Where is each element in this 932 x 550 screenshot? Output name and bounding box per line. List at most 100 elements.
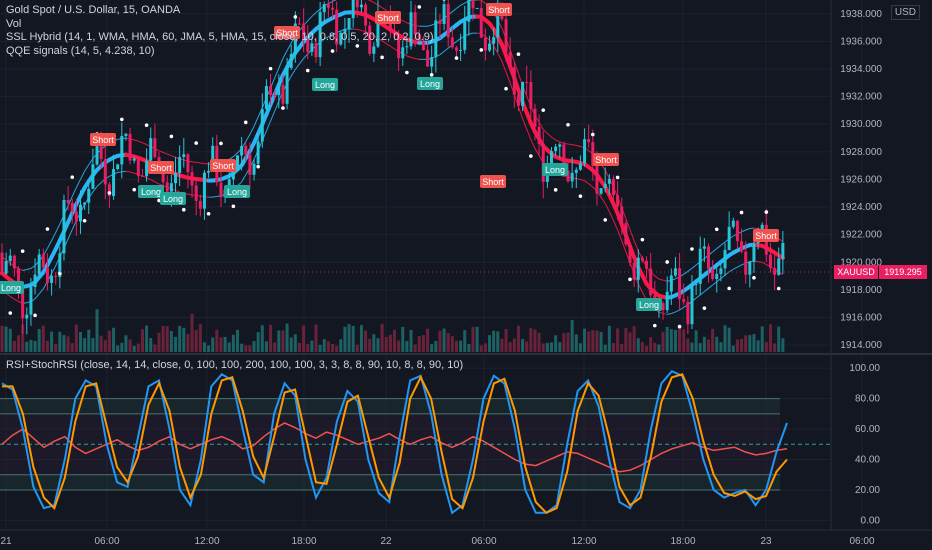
candle-body: [566, 170, 570, 182]
time-tick-label: 06:00: [471, 536, 496, 547]
volume-bar: [756, 340, 760, 352]
qqe-dot: [566, 122, 570, 127]
volume-bar: [678, 324, 682, 352]
signal-long: Long: [138, 185, 164, 198]
volume-bar: [103, 340, 107, 352]
signal-bg: [753, 229, 779, 242]
volume-bar: [41, 325, 45, 352]
volume-bar: [537, 332, 541, 352]
ssl-band-edge: [142, 142, 147, 145]
volume-bar: [215, 329, 219, 352]
volume-bar: [525, 341, 529, 352]
ssl-band-edge: [51, 265, 57, 275]
volume-bar: [37, 328, 41, 352]
candle-body: [554, 146, 558, 152]
ssl-band-edge: [55, 223, 61, 233]
volume-bar: [70, 343, 74, 352]
candle-body: [496, 2, 500, 38]
volume-bar: [760, 326, 764, 352]
volume-bar: [359, 325, 363, 352]
volume-bar: [566, 332, 570, 352]
volume-bar: [12, 340, 16, 352]
candle-body: [240, 146, 244, 156]
candle-body: [397, 34, 401, 59]
ssl-band-edge: [439, 51, 445, 56]
volume-bar: [492, 330, 496, 352]
candle-body: [475, 8, 479, 10]
signal-bg: [274, 26, 300, 39]
candle-body: [434, 20, 438, 58]
ssl-band-edge: [253, 116, 259, 127]
qqe-dot: [58, 271, 62, 276]
signal-bg: [480, 175, 506, 188]
ssl-band-edge: [125, 170, 131, 173]
ssl-band-edge: [517, 106, 524, 119]
ssl-legend[interactable]: SSL Hybrid (14, 1, WMA, HMA, 60, JMA, 5,…: [6, 31, 434, 43]
ssl-band-edge: [307, 16, 313, 22]
ssl-band-edge: [662, 279, 668, 282]
candle-body: [302, 23, 306, 40]
candle-body: [409, 12, 413, 47]
volume-bar: [161, 326, 165, 352]
ssl-band-edge: [753, 227, 759, 230]
candle-body: [194, 185, 198, 201]
candle-body: [231, 170, 235, 180]
ssl-band-edge: [129, 171, 135, 174]
qqe-dot: [281, 106, 285, 110]
qqe-dot: [157, 198, 161, 203]
ssl-band-edge: [249, 126, 255, 135]
volume-bar: [426, 328, 430, 352]
volume-bar: [694, 330, 698, 352]
volume-bar: [364, 330, 368, 352]
volume-bar: [711, 328, 715, 352]
signal-bg: [160, 192, 186, 205]
qqe-dot: [293, 15, 298, 19]
candle-body: [112, 169, 116, 196]
signal-text: Short: [482, 177, 504, 187]
candle-body: [413, 12, 417, 35]
volume-bar: [405, 341, 409, 352]
candle-body: [558, 144, 562, 147]
ssl-band-edge: [608, 211, 614, 221]
ssl-band-edge: [708, 284, 713, 289]
price-tag-text: 1919.295: [884, 267, 922, 277]
candle-body: [591, 142, 595, 166]
ssl-band-edge: [617, 229, 623, 242]
qqe-legend[interactable]: QQE signals (14, 5, 4.238, 10): [6, 45, 155, 57]
ssl-band-edge: [274, 68, 280, 79]
qqe-dot: [82, 218, 87, 223]
rsi-legend[interactable]: RSI+StochRSI (close, 14, 14, close, 0, 1…: [6, 359, 464, 371]
signal-text: Short: [595, 155, 617, 165]
time-tick-label: 18:00: [670, 536, 695, 547]
ssl-band-edge: [588, 183, 594, 188]
candle-body: [645, 260, 649, 269]
signal-bg: [486, 3, 512, 16]
volume-bar: [669, 329, 673, 352]
candle-body: [426, 50, 430, 67]
volume-bar: [355, 344, 359, 352]
qqe-dot: [144, 123, 149, 127]
signal-short: Short: [753, 229, 779, 242]
volume-bar: [264, 341, 268, 352]
ssl-band-edge: [14, 298, 19, 302]
qqe-dot: [8, 311, 13, 315]
ssl-band-edge: [671, 311, 676, 315]
candle-body: [355, 0, 359, 8]
candle-body: [326, 4, 330, 8]
qqe-dot: [640, 237, 645, 242]
ssl-band-edge: [576, 178, 581, 181]
ssl-band-edge: [175, 190, 180, 193]
signal-bg: [90, 133, 116, 146]
ssl-band-edge: [667, 313, 672, 315]
ssl-band-edge: [505, 71, 511, 84]
ssl-band-edge: [687, 267, 693, 272]
price-tick-label: 1930.000: [840, 119, 882, 130]
ssl-band-edge: [324, 36, 329, 40]
volume-bar: [764, 342, 768, 352]
ssl-band-edge: [489, 39, 495, 46]
qqe-dot: [194, 141, 198, 145]
signal-labels: Short Short Short Short Short Short Short Short…: [0, 3, 779, 311]
volume-bar: [516, 325, 520, 352]
volume-bar: [223, 336, 227, 352]
